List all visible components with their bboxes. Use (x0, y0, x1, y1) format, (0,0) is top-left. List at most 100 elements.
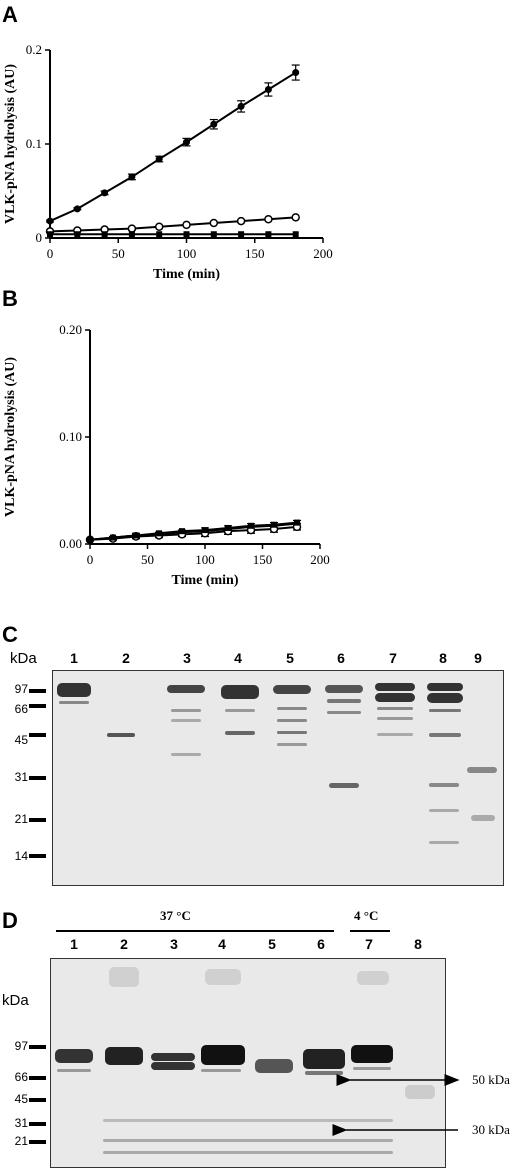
chart-a-data-point (182, 220, 191, 230)
gel-d-band (303, 1049, 345, 1069)
chart-a-data-point (73, 205, 81, 213)
gel-d-band (57, 1069, 91, 1072)
gel-d-band (103, 1139, 393, 1142)
gel-d-band (305, 1071, 343, 1075)
chart-b-series-line (89, 521, 298, 541)
gel-d-band (151, 1062, 195, 1070)
chart-a-data-point (127, 224, 137, 233)
panel-a: A 0 50 100 150 200 0 0.1 0.2 Time (min) VLK-pNA h… (0, 0, 520, 300)
gel-c-band (277, 707, 307, 710)
chart-a-y-axis-label: VLK-pNA hydrolysis (AU) (3, 64, 18, 224)
gel-d-marker-45: 45 (14, 1092, 28, 1106)
chart-a-data-point (237, 102, 245, 110)
gel-d-marker-97: 97 (14, 1039, 28, 1053)
panel-c: C kDa 1 2 3 4 5 6 7 8 9 97 66 45 31 21 1… (0, 620, 520, 900)
chart-b-y-tick-label: 0.20 (59, 322, 82, 337)
gel-c-marker-14: 14 (14, 849, 28, 863)
gel-c-marker-14-bar (29, 854, 46, 858)
gel-c-lane-6: 6 (337, 650, 345, 666)
gel-c-marker-21-bar (29, 818, 46, 822)
chart-a-data-point (154, 222, 164, 231)
chart-a-y-tick-label: 0 (36, 230, 43, 245)
gel-c-lane-5: 5 (286, 650, 294, 666)
gel-c-lane-8: 8 (439, 650, 447, 666)
gel-c-band (273, 685, 311, 694)
gel-c-band (225, 709, 255, 712)
chart-a-data-point (265, 231, 272, 238)
chart-a-data-point (183, 138, 190, 146)
gel-c-band (429, 809, 459, 812)
gel-d-lane-5: 5 (268, 936, 276, 952)
chart-b-data-point (248, 522, 254, 529)
gel-c-band (471, 815, 495, 821)
chart-a-data-point (264, 85, 272, 93)
gel-c-band (167, 685, 205, 693)
chart-a-x-tick-label: 0 (47, 246, 54, 261)
panel-d: D 37 °C 4 °C 1 2 3 4 5 6 7 8 kDa 97 66 4… (0, 900, 520, 1171)
chart-a-data-point (47, 231, 53, 238)
gel-c-band (377, 733, 413, 736)
chart-b-data-point (271, 521, 277, 528)
chart-a-data-point (156, 231, 163, 238)
gel-d-band (353, 1067, 391, 1070)
arrow-50-label: 50 kDa (472, 1072, 510, 1087)
gel-c-band (375, 683, 415, 691)
chart-a-x-tick-label: 150 (245, 246, 265, 261)
gel-d-band (103, 1119, 393, 1122)
gel-d-band (201, 1069, 241, 1072)
gel-c-lane-1: 1 (70, 650, 78, 666)
gel-c-band (277, 719, 307, 722)
gel-c-band (429, 783, 459, 787)
chart-a-x-tick-label: 200 (313, 246, 333, 261)
gel-c-band (225, 731, 255, 735)
chart-a: 0 50 100 150 200 0 0.1 0.2 Time (min) VLK-pNA hyd… (3, 42, 333, 282)
chart-a-data-point (128, 231, 135, 238)
gel-c-marker-31: 31 (14, 770, 28, 784)
gel-d-unit: kDa (2, 992, 29, 1009)
gel-c-band (221, 685, 259, 699)
gel-c-band (327, 711, 361, 714)
chart-a-x-tick-label: 100 (177, 246, 197, 261)
chart-b-series-line (89, 525, 298, 541)
gel-c-band (107, 733, 135, 737)
gel-c-band (59, 701, 89, 704)
gel-d-band (105, 1047, 143, 1065)
chart-a-data-point (210, 120, 218, 128)
gel-d-band (103, 1151, 393, 1154)
gel-c-unit: kDa (10, 650, 37, 667)
gel-c-band (427, 683, 463, 691)
chart-b-x-axis-label: Time (min) (171, 573, 238, 588)
temp-37-line (56, 930, 334, 932)
chart-a-data-point (292, 69, 300, 77)
chart-b-data-point (110, 534, 116, 541)
gel-d-band (351, 1045, 393, 1063)
chart-a-data-point (236, 216, 246, 226)
gel-d-marker-21-bar (29, 1140, 46, 1144)
chart-b-data-point (179, 528, 185, 535)
gel-c-marker-45-bar (29, 733, 46, 737)
chart-a-data-point (101, 231, 108, 238)
chart-b-x-tick-label: 100 (195, 552, 215, 567)
chart-b-data-point (225, 524, 231, 531)
gel-c-band (57, 683, 91, 697)
gel-d-band (201, 1045, 245, 1065)
chart-b: 0 50 100 150 200 0.00 0.10 0.20 Time (min) VLK-pN… (3, 322, 330, 588)
chart-a-data-point (46, 217, 54, 225)
chart-a-data-point (155, 155, 163, 163)
gel-c-lane-2: 2 (122, 650, 130, 666)
gel-d-band (205, 969, 241, 985)
chart-a-series-line (49, 216, 296, 233)
chart-a-series-line (49, 71, 297, 222)
chart-b-x-tick-label: 0 (87, 552, 94, 567)
chart-b-data-point (156, 530, 162, 537)
panel-c-label: C (2, 622, 18, 647)
chart-b-data-point (87, 536, 93, 543)
temp-4-line (350, 930, 390, 932)
chart-a-data-point (209, 218, 219, 228)
gel-d-band (255, 1059, 293, 1073)
gel-d-lane-3: 3 (170, 936, 178, 952)
gel-c-band (429, 841, 459, 844)
gel-c-marker-66-bar (29, 704, 46, 708)
gel-d-lane-4: 4 (218, 936, 226, 952)
chart-a-data-point (292, 231, 299, 238)
